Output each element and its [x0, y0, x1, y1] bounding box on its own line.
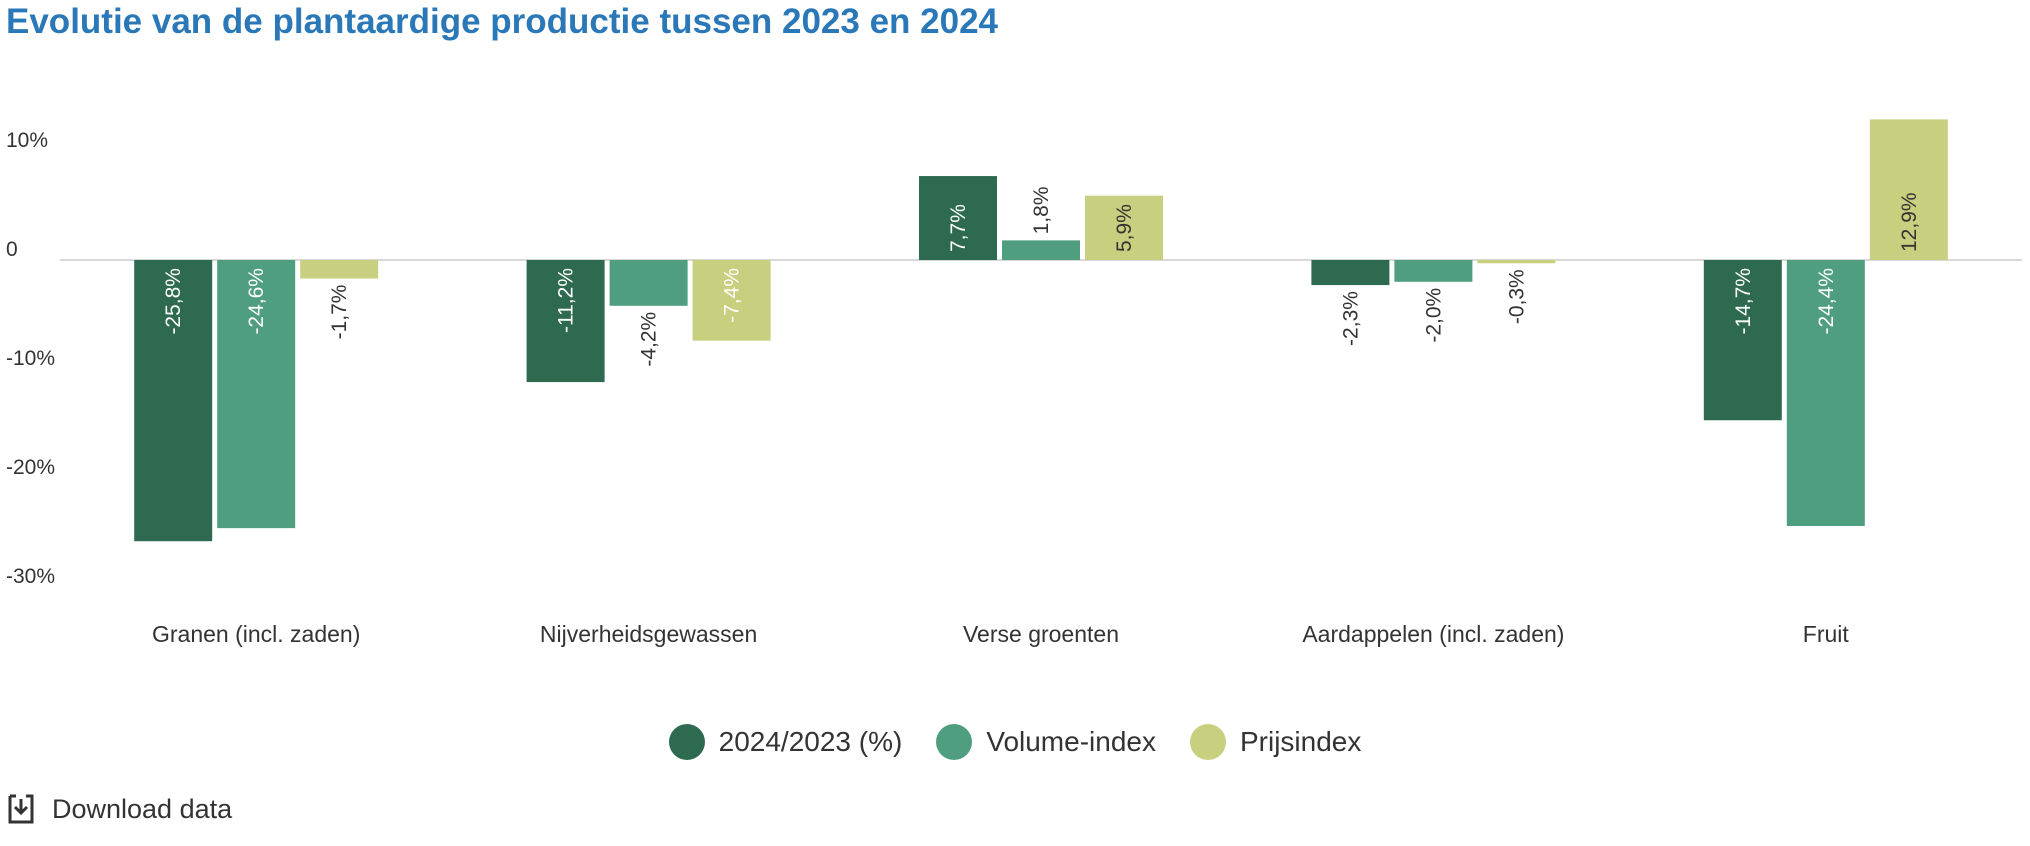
bar	[1311, 260, 1390, 286]
data-label: 7,7%	[947, 204, 970, 252]
legend-label: 2024/2023 (%)	[718, 726, 903, 757]
y-tick-label: 10%	[6, 129, 48, 152]
data-label: -2,0%	[1422, 288, 1445, 343]
data-label: -1,7%	[328, 285, 351, 340]
data-label: -11,2%	[555, 268, 578, 333]
data-label: -2,3%	[1339, 291, 1362, 346]
category-label: Fruit	[1803, 621, 1850, 647]
legend-swatch	[936, 724, 973, 760]
category-label: Aardappelen (incl. zaden)	[1302, 621, 1564, 647]
data-label: -24,6%	[245, 268, 268, 335]
bar	[1703, 260, 1782, 421]
data-label: 5,9%	[1113, 204, 1136, 252]
data-label: -14,7%	[1732, 268, 1755, 335]
data-label: -24,4%	[1815, 268, 1838, 335]
legend-swatch	[1189, 724, 1226, 760]
y-tick-label: 0	[6, 238, 18, 261]
data-label: 12,9%	[1898, 192, 1921, 252]
legend: 2024/2023 (%) Volume-index Prijsindex	[0, 724, 2030, 760]
data-label: 1,8%	[1030, 187, 1053, 235]
bar	[609, 260, 688, 306]
bar	[1869, 119, 1948, 260]
data-label: -7,4%	[721, 268, 744, 323]
bar	[1394, 260, 1473, 282]
y-tick-label: -30%	[6, 565, 55, 588]
category-label: Nijverheidsgewassen	[540, 621, 757, 647]
bar-chart: 10% 0 -10% -20% -30% Granen (incl. zaden) Nijv…	[6, 119, 2022, 647]
data-label: -0,3%	[1505, 269, 1528, 324]
y-tick-label: -20%	[6, 456, 55, 479]
bar	[692, 260, 771, 341]
chart-title: Evolutie van de plantaardige productie t…	[6, 2, 999, 41]
bar	[300, 260, 379, 279]
legend-item[interactable]: 2024/2023 (%)	[668, 724, 903, 760]
bar	[134, 260, 213, 542]
data-label: -4,2%	[638, 312, 661, 367]
data-label: -25,8%	[162, 268, 185, 335]
category-label: Granen (incl. zaden)	[152, 621, 360, 647]
bar	[1085, 195, 1163, 260]
legend-item[interactable]: Volume-index	[936, 724, 1156, 760]
bar	[217, 260, 296, 529]
y-tick-label: -10%	[6, 347, 55, 370]
bar	[1477, 260, 1556, 264]
legend-label: Volume-index	[986, 726, 1156, 757]
bar	[1786, 260, 1865, 526]
bar	[1002, 240, 1080, 260]
download-data-button[interactable]: Download data	[6, 793, 232, 825]
bar	[919, 176, 997, 260]
category-label: Verse groenten	[963, 621, 1119, 647]
legend-label: Prijsindex	[1239, 726, 1362, 757]
bar	[526, 260, 605, 383]
legend-swatch	[668, 724, 705, 760]
download-label: Download data	[52, 793, 233, 824]
download-icon	[8, 794, 34, 824]
legend-item[interactable]: Prijsindex	[1189, 724, 1362, 760]
